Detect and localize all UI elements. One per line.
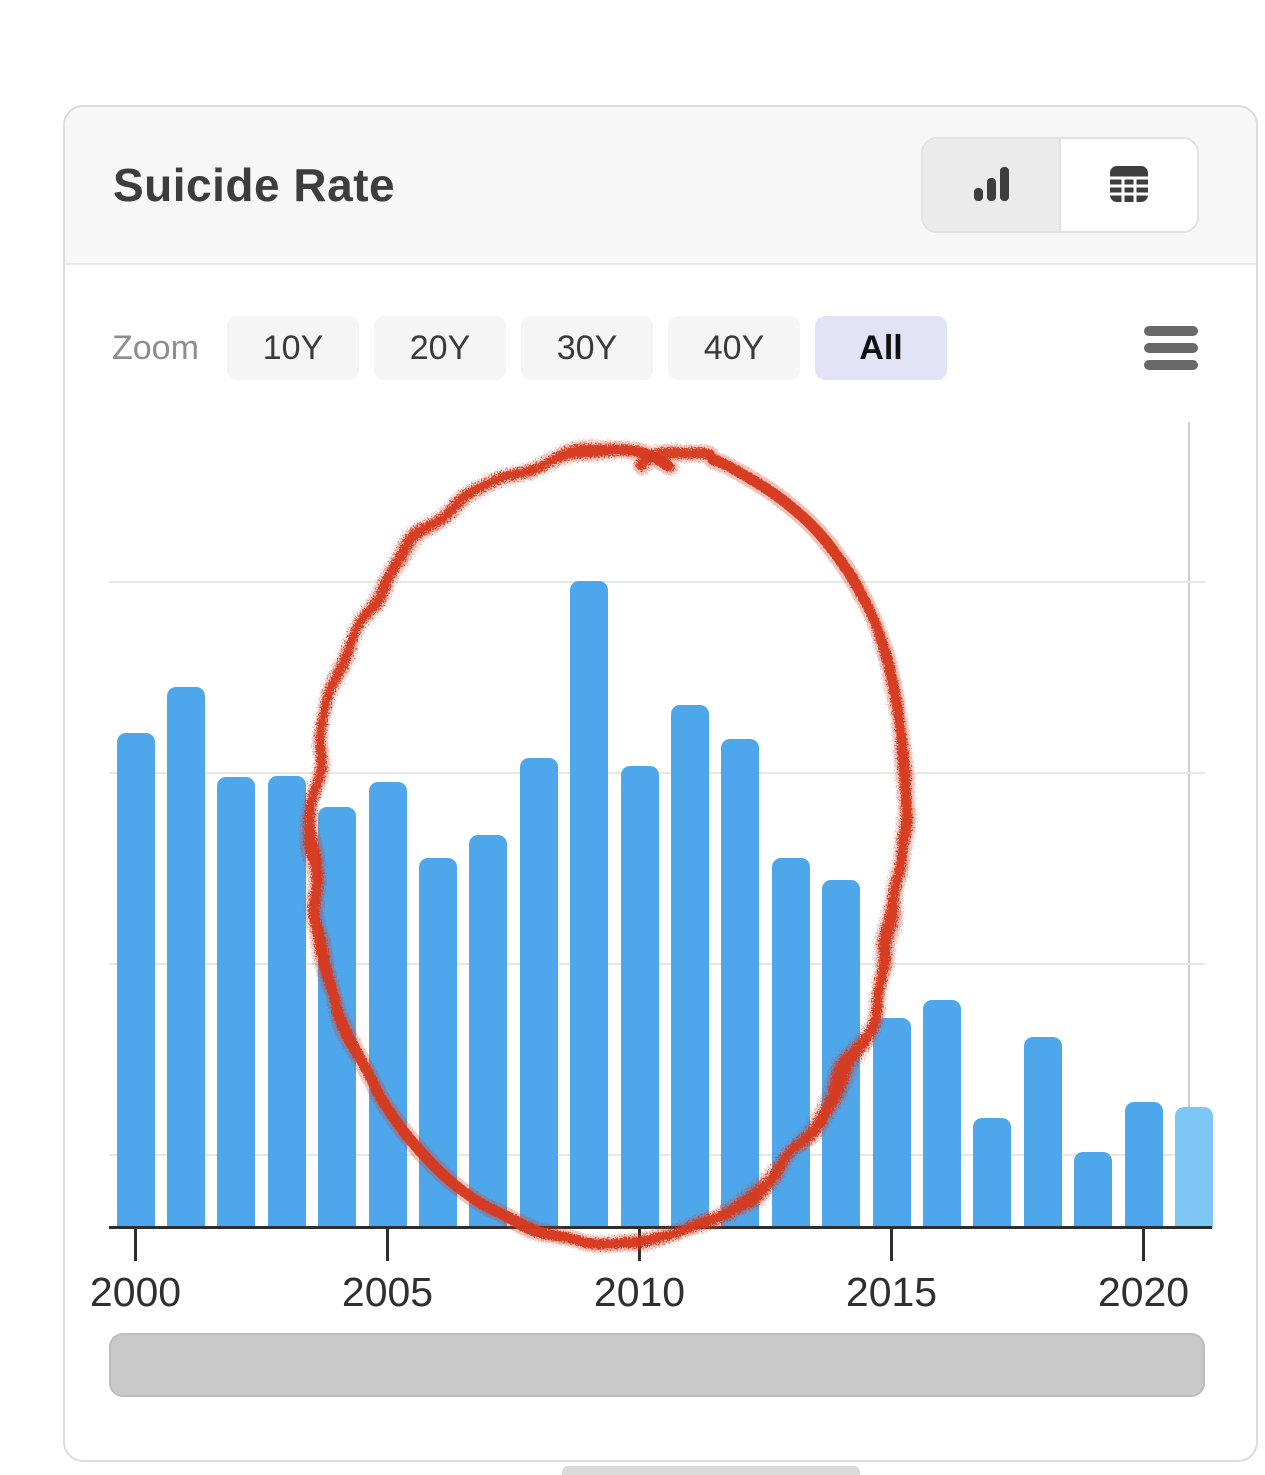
x-axis-tick <box>638 1229 641 1261</box>
x-axis-tick <box>134 1229 137 1261</box>
hamburger-menu-button[interactable] <box>1144 326 1198 370</box>
x-axis-label-2005: 2005 <box>341 1269 434 1315</box>
x-axis-label-2010: 2010 <box>593 1269 686 1315</box>
zoom-40y-button[interactable]: 40Y <box>668 316 800 380</box>
x-axis-line <box>109 1226 1212 1229</box>
x-axis-tick <box>386 1229 389 1261</box>
hamburger-icon <box>1144 343 1198 353</box>
chart-card: Suicide Rate <box>63 105 1258 1462</box>
card-header: Suicide Rate <box>65 107 1256 265</box>
bar-2011[interactable] <box>670 705 709 1228</box>
bar-2021[interactable] <box>1174 1107 1213 1228</box>
bar-2007[interactable] <box>469 835 508 1228</box>
bar-2014[interactable] <box>822 880 861 1228</box>
x-axis-label-2000: 2000 <box>89 1269 182 1315</box>
x-axis-tick <box>890 1229 893 1261</box>
bar-2008[interactable] <box>519 758 558 1228</box>
zoom-30y-button[interactable]: 30Y <box>521 316 653 380</box>
bar-2017[interactable] <box>973 1118 1012 1228</box>
bar-2009[interactable] <box>570 581 609 1228</box>
bar-chart-plot <box>65 422 1256 1228</box>
bar-2002[interactable] <box>217 777 256 1228</box>
chart-view-button[interactable] <box>923 139 1059 231</box>
chart-controls: Zoom 10Y 20Y 30Y 40Y All <box>112 316 1198 380</box>
gridline <box>109 581 1205 583</box>
table-icon <box>1104 161 1154 210</box>
bar-2000[interactable] <box>116 733 155 1228</box>
bar-2003[interactable] <box>267 776 306 1228</box>
x-axis-label-2020: 2020 <box>1097 1269 1190 1315</box>
hamburger-icon <box>1144 360 1198 370</box>
view-toggle <box>921 137 1199 233</box>
bar-2019[interactable] <box>1074 1152 1113 1228</box>
zoom-20y-button[interactable]: 20Y <box>374 316 506 380</box>
bar-2015[interactable] <box>872 1018 911 1228</box>
zoom-all-button[interactable]: All <box>815 316 947 380</box>
bar-2020[interactable] <box>1124 1102 1163 1228</box>
zoom-label: Zoom <box>112 328 199 367</box>
x-axis-label-2015: 2015 <box>845 1269 938 1315</box>
right-axis-line <box>1188 422 1190 1228</box>
page-title: Suicide Rate <box>113 159 396 211</box>
bar-2010[interactable] <box>620 766 659 1228</box>
bar-2001[interactable] <box>166 687 205 1228</box>
bar-2016[interactable] <box>922 1000 961 1228</box>
bar-2018[interactable] <box>1023 1037 1062 1228</box>
bar-chart-icon <box>968 161 1014 210</box>
bar-2006[interactable] <box>418 858 457 1228</box>
navigator-scrollbar[interactable] <box>109 1333 1205 1397</box>
table-view-button[interactable] <box>1059 139 1197 231</box>
zoom-10y-button[interactable]: 10Y <box>227 316 359 380</box>
bar-2013[interactable] <box>771 858 810 1228</box>
bar-2005[interactable] <box>368 782 407 1228</box>
hamburger-icon <box>1144 326 1198 336</box>
x-axis-tick <box>1142 1229 1145 1261</box>
bar-2012[interactable] <box>721 739 760 1228</box>
bottom-handle <box>562 1466 860 1475</box>
bar-2004[interactable] <box>318 807 357 1228</box>
